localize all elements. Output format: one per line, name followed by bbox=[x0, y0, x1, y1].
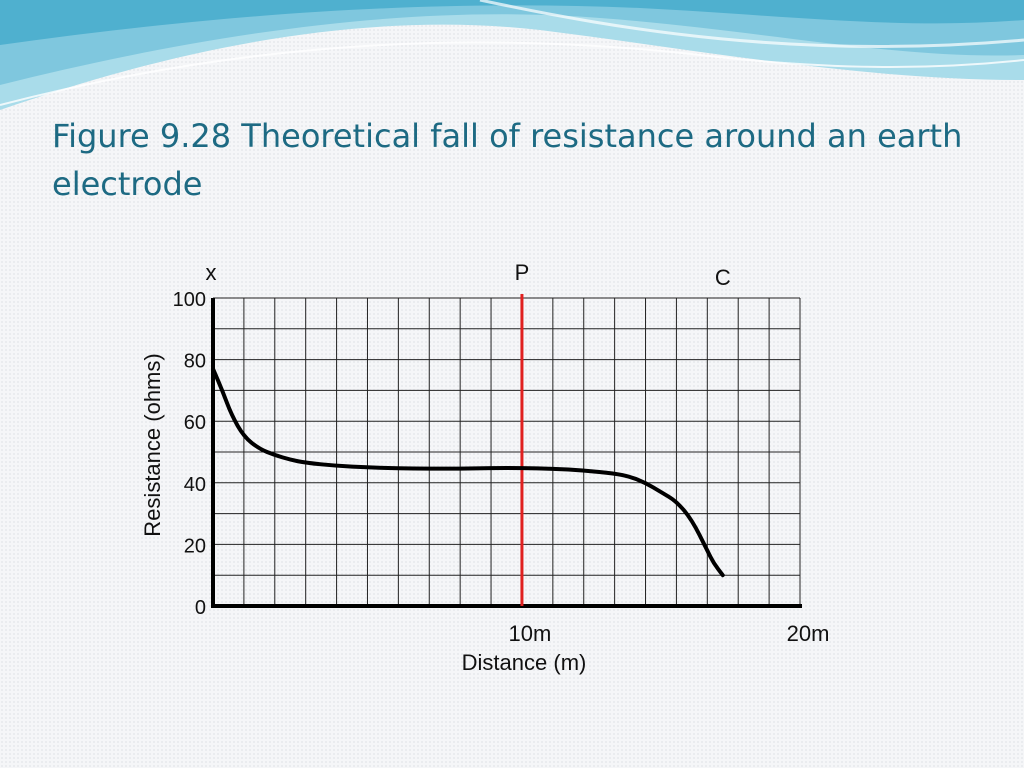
chart-series bbox=[211, 366, 725, 578]
chart-tick-labels: 0 20 40 60 80 100 10m 20m bbox=[173, 289, 830, 646]
y-axis-label: Resistance (ohms) bbox=[140, 353, 165, 536]
y-tick-label: 100 bbox=[173, 289, 206, 311]
marker-label-x: x bbox=[206, 260, 217, 285]
y-tick-label: 80 bbox=[184, 351, 206, 373]
x-tick-label: 10m bbox=[509, 621, 552, 646]
y-tick-label: 20 bbox=[184, 535, 206, 557]
header-wave-decoration bbox=[0, 0, 1024, 110]
y-tick-label: 60 bbox=[184, 412, 206, 434]
y-tick-label: 40 bbox=[184, 474, 206, 496]
chart-axes bbox=[211, 298, 802, 608]
y-tick-label: 0 bbox=[195, 597, 206, 619]
marker-label-p: P bbox=[515, 260, 530, 285]
x-tick-label: 20m bbox=[787, 621, 830, 646]
slide-title: Figure 9.28 Theoretical fall of resistan… bbox=[52, 117, 963, 203]
resistance-curve bbox=[211, 366, 725, 578]
x-axis-label: Distance (m) bbox=[462, 650, 587, 675]
marker-label-c: C bbox=[715, 265, 731, 290]
